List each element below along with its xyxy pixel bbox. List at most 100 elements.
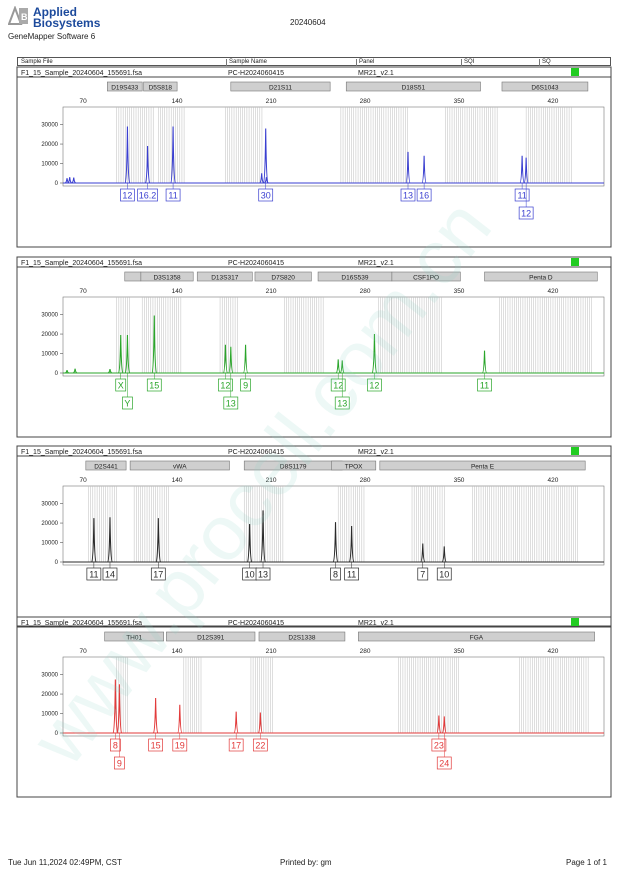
- marker-label: D18S51: [402, 85, 426, 92]
- trace-peak: [112, 679, 119, 734]
- panel-2: F1_15_Sample_20240604_155691.fsa PC-H2024…: [16, 256, 612, 438]
- y-tick-label: 10000: [41, 712, 58, 718]
- x-tick-label: 420: [548, 288, 559, 295]
- software-name: GeneMapper Software 6: [8, 32, 96, 41]
- allele-call-label: 13: [337, 399, 347, 409]
- trace-peak: [348, 525, 355, 563]
- panel-3: F1_15_Sample_20240604_155691.fsa PC-H2024…: [16, 445, 612, 627]
- allele-call-label: 11: [480, 381, 489, 391]
- x-tick-label: 420: [548, 477, 559, 484]
- allele-call-box: [255, 567, 271, 581]
- x-tick-label: 210: [266, 288, 277, 295]
- trace-peak: [91, 518, 97, 563]
- col-sqi: SQI: [464, 59, 475, 65]
- trace-peak: [257, 712, 264, 734]
- allele-call-label: 9: [117, 759, 122, 769]
- panel-frame: [16, 256, 612, 438]
- trace-peak: [155, 518, 162, 563]
- allele-call-box: [172, 738, 188, 752]
- trace-peak: [67, 177, 73, 184]
- plot-area: [62, 485, 605, 566]
- allele-call-label: 11: [517, 191, 526, 201]
- allele-call-box: [122, 396, 133, 410]
- allele-call-box: [102, 567, 118, 581]
- allele-call-label: 30: [261, 191, 271, 201]
- allele-call-box: [137, 188, 158, 202]
- trace-peak: [339, 360, 345, 374]
- x-tick-label: 350: [454, 477, 465, 484]
- panel-file-name: F1_15_Sample_20240604_155691.fsa: [21, 70, 142, 77]
- sizing-quality-indicator: [571, 618, 579, 626]
- x-tick-label: 280: [360, 477, 371, 484]
- panel-panel-name: MR21_v2.1: [358, 70, 394, 77]
- marker-bar: [107, 81, 143, 92]
- panel-file-name: F1_15_Sample_20240604_155691.fsa: [21, 449, 142, 456]
- sizing-quality-indicator: [571, 68, 579, 76]
- trace-peak: [116, 684, 123, 734]
- allele-call-label: 12: [333, 381, 343, 391]
- marker-label: D13S317: [211, 275, 238, 282]
- x-tick-label: 350: [454, 288, 465, 295]
- marker-bar: [484, 271, 598, 282]
- allele-call-box: [400, 188, 416, 202]
- trace-peak: [335, 359, 341, 374]
- marker-label: vWA: [173, 464, 187, 471]
- marker-bar: [345, 81, 481, 92]
- trace-peak: [523, 157, 529, 184]
- trace-peak: [124, 335, 131, 374]
- y-tick-label: 10000: [41, 352, 58, 358]
- panel-sample-name: PC-H2024060415: [228, 449, 284, 456]
- marker-label: TH01: [126, 635, 142, 642]
- y-tick-label: 0: [55, 731, 59, 737]
- trace-peak: [151, 315, 158, 374]
- allele-call-box: [416, 188, 432, 202]
- panel-1: F1_15_Sample_20240604_155691.fsa PC-H2024…: [16, 66, 612, 248]
- x-tick-label: 140: [172, 648, 183, 655]
- allele-call-label: 15: [149, 381, 159, 391]
- x-tick-label: 420: [548, 648, 559, 655]
- allele-call-label: Y: [124, 399, 130, 409]
- allele-call-box: [477, 378, 492, 392]
- x-tick-label: 70: [80, 98, 88, 105]
- sample-table-header: Sample File Sample Name Panel SQI SQ: [17, 57, 611, 66]
- allele-call-box: [240, 378, 251, 392]
- marker-label: Penta D: [529, 275, 553, 282]
- marker-bar: [196, 271, 253, 282]
- marker-label: D12S391: [197, 635, 224, 642]
- trace-peak: [481, 350, 488, 374]
- panel-panel-name: MR21_v2.1: [358, 620, 394, 627]
- y-tick-label: 0: [55, 560, 59, 566]
- x-tick-label: 140: [172, 477, 183, 484]
- allele-call-box: [150, 567, 166, 581]
- marker-bar: [331, 460, 377, 471]
- col-sq: SQ: [542, 59, 551, 65]
- marker-label: D21S11: [269, 85, 292, 92]
- allele-call-label: 13: [258, 570, 268, 580]
- allele-call-label: 13: [403, 191, 413, 201]
- trace-peak: [177, 704, 183, 734]
- allele-call-label: 13: [226, 399, 236, 409]
- sizing-quality-indicator: [571, 447, 579, 455]
- marker-bar: [254, 271, 312, 282]
- trace-peak: [72, 368, 78, 374]
- allele-call-box: [258, 188, 274, 202]
- y-tick-label: 20000: [41, 692, 58, 698]
- trace-peak: [222, 344, 229, 374]
- trace-peak: [441, 546, 447, 563]
- trace-peak: [107, 517, 113, 563]
- trace-peak: [264, 177, 269, 184]
- panel-panel-name: MR21_v2.1: [358, 449, 394, 456]
- x-tick-label: 70: [80, 648, 88, 655]
- trace-peak: [260, 510, 266, 563]
- col-sample-file: Sample File: [21, 59, 53, 65]
- marker-label: D2S1338: [288, 635, 315, 642]
- y-tick-label: 10000: [41, 162, 58, 168]
- trace-peak: [441, 716, 447, 734]
- marker-label: D3S1358: [153, 275, 180, 282]
- allele-call-box: [86, 567, 102, 581]
- panel-4: F1_15_Sample_20240604_155691.fsa PC-H2024…: [16, 616, 612, 798]
- marker-bar: [166, 631, 256, 642]
- x-tick-label: 140: [172, 98, 183, 105]
- allele-call-label: 12: [369, 381, 379, 391]
- allele-call-label: 9: [243, 381, 248, 391]
